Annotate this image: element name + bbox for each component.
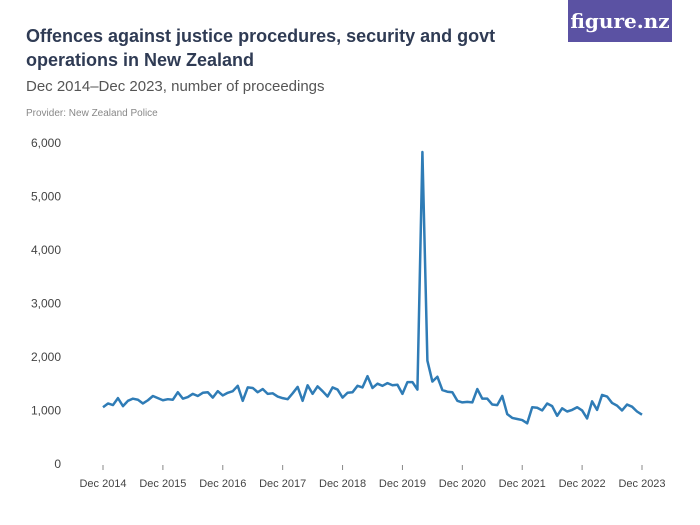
chart-title: Offences against justice procedures, sec… <box>26 26 496 70</box>
y-tick-label: 3,000 <box>31 297 61 311</box>
logo[interactable]: figure.nz <box>568 0 672 42</box>
x-tick-label: Dec 2018 <box>319 478 366 490</box>
y-tick-label: 0 <box>54 457 61 471</box>
x-tick-label: Dec 2023 <box>618 478 665 490</box>
x-tick-label: Dec 2021 <box>499 478 546 490</box>
x-tick-label: Dec 2019 <box>379 478 426 490</box>
x-tick-label: Dec 2016 <box>199 478 246 490</box>
y-tick-label: 4,000 <box>31 243 61 257</box>
y-tick-label: 6,000 <box>31 136 61 150</box>
x-tick-label: Dec 2014 <box>79 478 126 490</box>
chart-subtitle: Dec 2014–Dec 2023, number of proceedings <box>26 78 325 95</box>
y-tick-label: 2,000 <box>31 350 61 364</box>
y-tick-label: 1,000 <box>31 404 61 418</box>
x-tick-label: Dec 2020 <box>439 478 486 490</box>
x-tick-label: Dec 2022 <box>559 478 606 490</box>
x-tick-label: Dec 2017 <box>259 478 306 490</box>
y-tick-label: 5,000 <box>31 190 61 204</box>
provider: Provider: New Zealand Police <box>26 108 158 119</box>
data-line <box>102 150 643 425</box>
x-tick-label: Dec 2015 <box>139 478 186 490</box>
